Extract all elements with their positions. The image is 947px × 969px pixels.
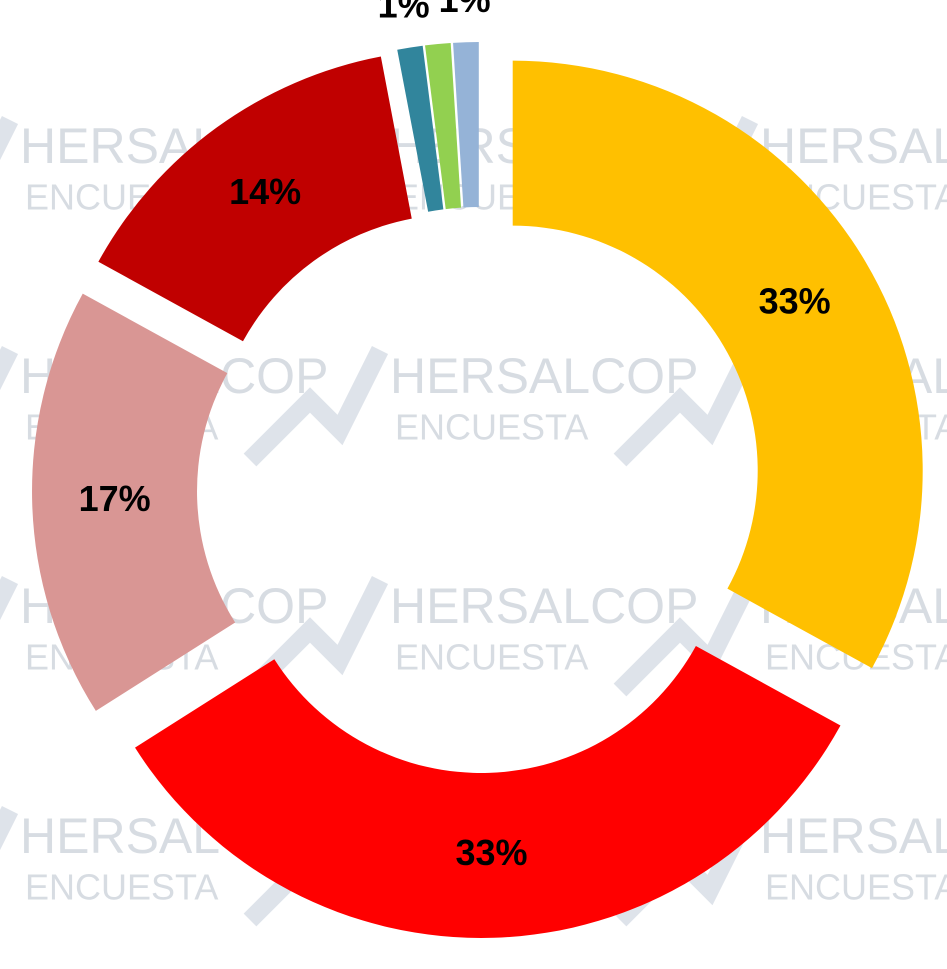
slice bbox=[98, 56, 412, 342]
data-label: 1% bbox=[378, 0, 430, 26]
watermark-subtitle: ENCUESTA bbox=[765, 867, 947, 908]
watermark-icon bbox=[243, 345, 389, 467]
watermark-icon bbox=[613, 345, 759, 467]
slice bbox=[135, 646, 841, 938]
slice bbox=[32, 293, 236, 711]
watermark-subtitle: ENCUESTA bbox=[25, 867, 218, 908]
slices: 33%33%17%14%1%1%1% bbox=[32, 0, 923, 938]
watermark-icon bbox=[0, 805, 19, 851]
watermark-icon bbox=[0, 575, 19, 621]
watermark-title: HERSALCOP bbox=[390, 578, 698, 634]
watermark-icon bbox=[0, 345, 19, 391]
watermark-icon bbox=[0, 115, 19, 161]
watermark-title: HERSALCOP bbox=[390, 348, 698, 404]
data-label: 1% bbox=[406, 0, 458, 4]
watermark-icon bbox=[243, 575, 389, 697]
watermark-icon bbox=[613, 575, 759, 697]
data-label: 33% bbox=[455, 832, 527, 873]
watermark-subtitle: ENCUESTA bbox=[395, 407, 588, 448]
watermark-title: HERSALCOP bbox=[760, 118, 947, 174]
data-label: 14% bbox=[229, 171, 301, 212]
watermark-title: HERSALCOP bbox=[760, 808, 947, 864]
slice bbox=[453, 42, 479, 208]
slice bbox=[397, 45, 444, 212]
slice bbox=[425, 42, 462, 210]
watermark-subtitle: ENCUESTA bbox=[395, 637, 588, 678]
slice bbox=[512, 60, 923, 669]
data-label: 1% bbox=[439, 0, 491, 20]
data-label: 33% bbox=[759, 280, 831, 321]
data-label: 17% bbox=[79, 478, 151, 519]
